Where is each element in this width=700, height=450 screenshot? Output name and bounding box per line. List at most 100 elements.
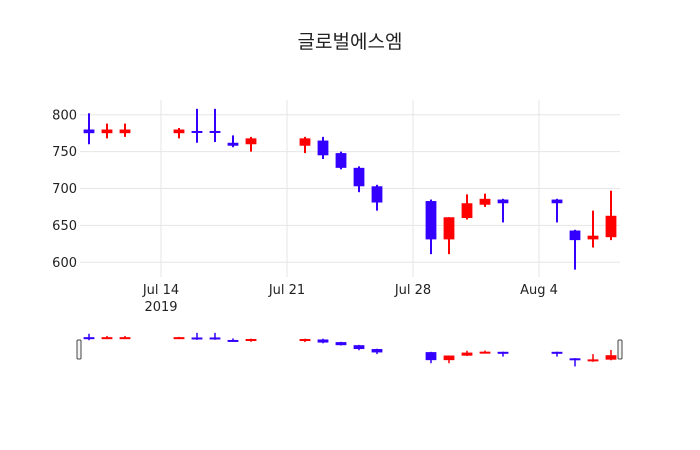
mini-candle-body: [461, 352, 473, 356]
mini-candle: [101, 335, 113, 340]
range-slider-left-handle[interactable]: [76, 339, 82, 360]
mini-candle-body: [605, 355, 617, 360]
mini-candle-body: [299, 339, 311, 342]
candle-increasing: [299, 136, 311, 154]
candle-decreasing: [425, 199, 437, 255]
candle-body: [569, 230, 581, 241]
mini-candle: [461, 350, 473, 356]
mini-candle: [227, 338, 239, 342]
mini-candle-body: [425, 352, 437, 361]
mini-candle-body: [101, 337, 113, 340]
mini-candle: [299, 338, 311, 343]
candle-increasing: [479, 193, 491, 207]
mini-candle-body: [119, 337, 131, 340]
candle-decreasing: [83, 113, 95, 145]
mini-candle-body: [173, 337, 185, 340]
mini-candle-body: [443, 355, 455, 361]
mini-candle: [119, 335, 131, 340]
mini-candle-body: [497, 351, 509, 354]
candle-body: [299, 138, 311, 146]
mini-candle-body: [209, 337, 221, 340]
mini-candle: [317, 338, 329, 344]
x-tick-label: Jul 21: [268, 283, 305, 298]
x-tick-label: Aug 4: [520, 283, 558, 298]
mini-candle-body: [569, 358, 581, 361]
candle-body: [83, 129, 95, 134]
mini-candle: [443, 355, 455, 364]
candle-body: [551, 199, 563, 204]
range-slider-right-handle[interactable]: [617, 339, 623, 360]
candle-body: [101, 129, 113, 134]
candle-decreasing: [371, 184, 383, 211]
x-tick-label: Jul 14: [142, 283, 179, 298]
y-tick-label: 650: [52, 219, 77, 234]
mini-candle: [569, 358, 581, 367]
candle-body: [209, 130, 221, 133]
candle-body: [191, 130, 203, 133]
mini-candle-body: [83, 337, 95, 340]
candle-decreasing: [209, 108, 221, 143]
mini-candle-body: [551, 351, 563, 354]
candle-increasing: [461, 194, 473, 220]
mini-candle-body: [587, 359, 599, 362]
candle-body: [479, 198, 491, 205]
mini-candle-body: [227, 339, 239, 342]
mini-candle: [425, 351, 437, 364]
candle-decreasing: [317, 136, 329, 159]
mini-candle: [371, 348, 383, 355]
candle-increasing: [245, 136, 257, 152]
candle-body: [371, 186, 383, 203]
mini-candle: [479, 350, 491, 354]
candle-increasing: [101, 123, 113, 139]
candles: [83, 108, 617, 270]
y-tick-label: 700: [52, 182, 77, 197]
mini-candle-body: [335, 342, 347, 346]
candle-decreasing: [353, 166, 365, 193]
x-tick-label: Jul 28: [394, 283, 431, 298]
mini-candle: [173, 336, 185, 340]
mini-candle-body: [371, 349, 383, 353]
candle-body: [497, 199, 509, 204]
range-slider[interactable]: [76, 332, 623, 367]
candle-body: [461, 203, 473, 218]
candle-body: [335, 153, 347, 168]
candle-increasing: [119, 123, 131, 137]
mini-candle-body: [317, 339, 329, 343]
y-tick-label: 750: [52, 145, 77, 160]
mini-candle-body: [191, 337, 203, 340]
candle-body: [245, 138, 257, 145]
mini-candle: [191, 332, 203, 340]
chart-title: 글로벌에스엠: [298, 31, 403, 53]
mini-candle: [497, 351, 509, 357]
candle-increasing: [587, 210, 599, 248]
candle-body: [317, 140, 329, 156]
grid-lines: [80, 100, 620, 277]
candle-body: [227, 142, 239, 146]
candle-body: [587, 235, 599, 240]
candle-decreasing: [335, 151, 347, 170]
candle-increasing: [173, 128, 185, 139]
candle-body: [443, 217, 455, 240]
mini-candle-body: [245, 339, 257, 342]
candle-decreasing: [551, 198, 563, 223]
mini-candle: [245, 338, 257, 342]
x-tick-sublabel: 2019: [144, 300, 177, 315]
y-axis: 600 650 700 750 800: [52, 108, 77, 271]
candle-body: [119, 129, 131, 134]
range-slider-candles: [83, 332, 617, 367]
candle-increasing: [443, 217, 455, 255]
candle-decreasing: [569, 229, 581, 270]
mini-candle: [353, 344, 365, 351]
mini-candle: [551, 351, 563, 357]
candle-decreasing: [227, 135, 239, 148]
candle-body: [353, 167, 365, 187]
mini-candle-body: [353, 345, 365, 350]
candle-increasing: [605, 190, 617, 241]
candle-decreasing: [191, 108, 203, 143]
candle-body: [605, 215, 617, 238]
y-tick-label: 600: [52, 256, 77, 271]
x-axis: Jul 14 2019 Jul 21 Jul 28 Aug 4: [142, 283, 558, 315]
mini-candle-body: [479, 351, 491, 354]
candle-body: [425, 201, 437, 240]
